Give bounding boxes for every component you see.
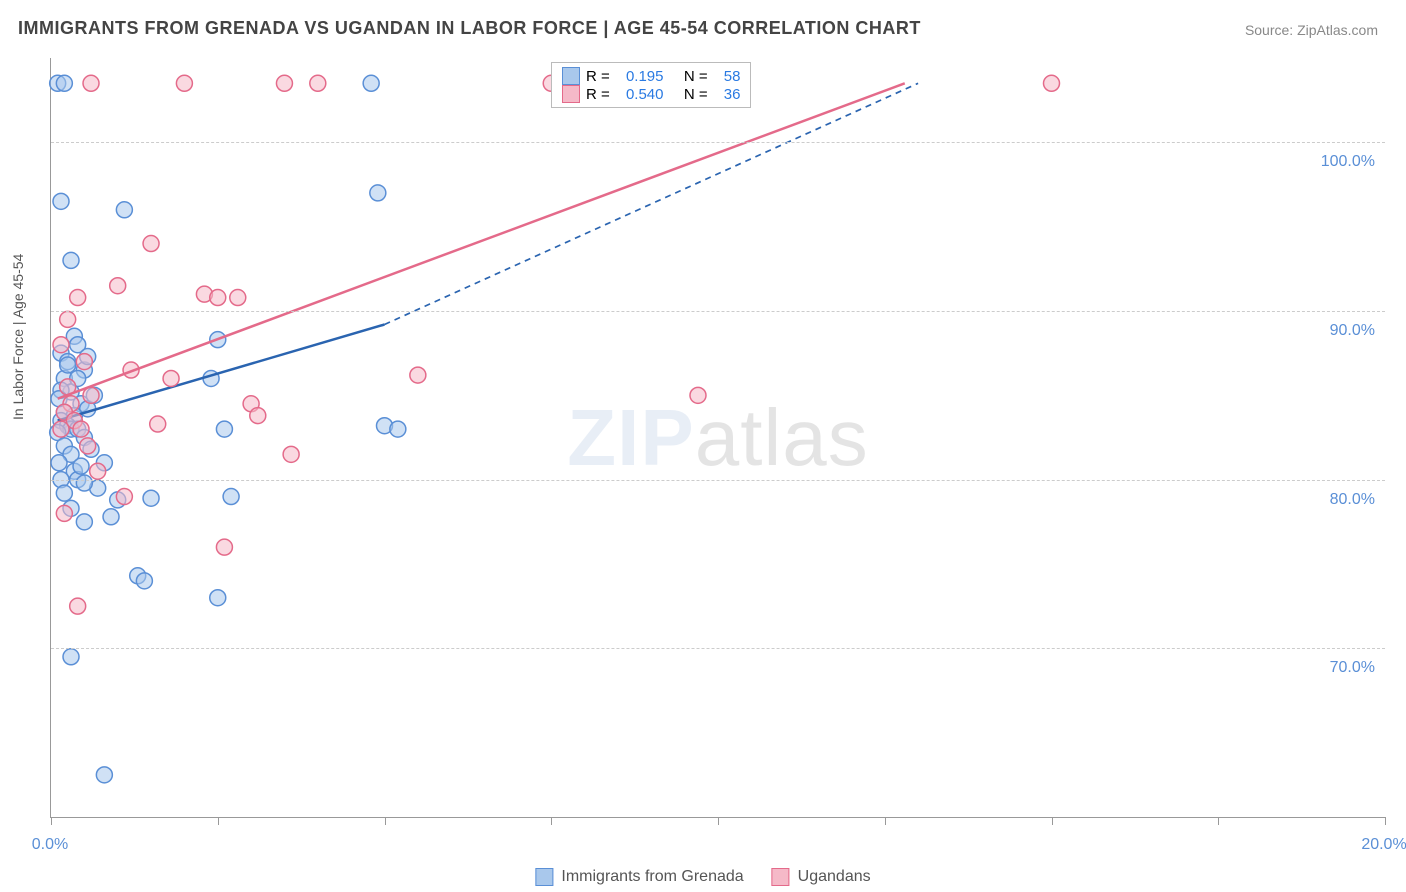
gridline-h [51,311,1385,312]
data-point-grenada [60,357,76,373]
source-label: Source: ZipAtlas.com [1245,22,1378,38]
series-legend: Immigrants from Grenada Ugandans [535,868,870,886]
xtick [885,817,886,825]
xtick [218,817,219,825]
data-point-ugandans [83,75,99,91]
data-point-grenada [56,75,72,91]
xtick [1385,817,1386,825]
data-point-grenada [103,509,119,525]
legend-text: R = [586,68,610,85]
data-point-grenada [63,252,79,268]
xtick [51,817,52,825]
legend-label: Immigrants from Grenada [561,868,743,886]
plot-area: ZIPatlas R = 0.195 N = 58 R = 0.540 N = … [50,58,1385,818]
data-point-ugandans [210,290,226,306]
data-point-grenada [76,475,92,491]
data-point-ugandans [116,489,132,505]
data-point-grenada [370,185,386,201]
data-point-grenada [136,573,152,589]
xtick-label: 20.0% [1361,836,1406,854]
data-point-ugandans [76,354,92,370]
data-point-grenada [53,193,69,209]
data-point-grenada [76,514,92,530]
data-point-ugandans [53,421,69,437]
data-point-ugandans [80,438,96,454]
xtick-label: 0.0% [32,836,68,854]
y-axis-label: In Labor Force | Age 45-54 [10,254,26,420]
chart-title: IMMIGRANTS FROM GRENADA VS UGANDAN IN LA… [18,18,921,39]
data-point-grenada [390,421,406,437]
n-value-grenada: 58 [724,68,741,85]
n-value-ugandans: 36 [724,86,741,103]
correlation-legend: R = 0.195 N = 58 R = 0.540 N = 36 [551,62,751,108]
data-point-ugandans [410,367,426,383]
data-point-grenada [116,202,132,218]
swatch-ugandans [772,868,790,886]
data-point-grenada [363,75,379,91]
xtick [718,817,719,825]
data-point-grenada [210,590,226,606]
xtick [551,817,552,825]
legend-text: R = [586,86,610,103]
data-point-grenada [96,767,112,783]
data-point-grenada [56,485,72,501]
swatch-grenada [535,868,553,886]
data-point-ugandans [250,408,266,424]
data-point-grenada [63,649,79,665]
data-point-ugandans [143,236,159,252]
data-point-ugandans [310,75,326,91]
data-point-ugandans [150,416,166,432]
legend-label: Ugandans [798,868,871,886]
data-point-ugandans [56,505,72,521]
legend-item-ugandans: Ugandans [772,868,871,886]
data-point-ugandans [53,337,69,353]
trend-line-ugandans [58,83,905,398]
data-point-ugandans [230,290,246,306]
data-point-grenada [216,421,232,437]
trend-line-dash-grenada [385,83,919,324]
data-point-ugandans [110,278,126,294]
legend-row-ugandans: R = 0.540 N = 36 [562,85,740,103]
data-point-grenada [143,490,159,506]
swatch-grenada [562,67,580,85]
ytick-label: 80.0% [1330,491,1375,509]
data-point-grenada [51,455,67,471]
r-value-grenada: 0.195 [626,68,664,85]
data-point-ugandans [163,370,179,386]
r-value-ugandans: 0.540 [626,86,664,103]
data-point-ugandans [70,290,86,306]
chart-svg [51,58,1385,817]
gridline-h [51,480,1385,481]
swatch-ugandans [562,85,580,103]
data-point-ugandans [690,387,706,403]
data-point-ugandans [276,75,292,91]
data-point-ugandans [70,598,86,614]
legend-text: N = [684,68,708,85]
legend-item-grenada: Immigrants from Grenada [535,868,743,886]
data-point-ugandans [216,539,232,555]
legend-row-grenada: R = 0.195 N = 58 [562,67,740,85]
xtick [385,817,386,825]
data-point-ugandans [283,446,299,462]
ytick-label: 90.0% [1330,322,1375,340]
legend-text: N = [684,86,708,103]
data-point-ugandans [90,463,106,479]
gridline-h [51,142,1385,143]
data-point-ugandans [1044,75,1060,91]
data-point-ugandans [176,75,192,91]
data-point-ugandans [83,387,99,403]
xtick [1218,817,1219,825]
ytick-label: 100.0% [1321,153,1375,171]
xtick [1052,817,1053,825]
ytick-label: 70.0% [1330,659,1375,677]
data-point-grenada [73,458,89,474]
data-point-ugandans [73,421,89,437]
gridline-h [51,648,1385,649]
data-point-grenada [223,489,239,505]
data-point-ugandans [60,311,76,327]
